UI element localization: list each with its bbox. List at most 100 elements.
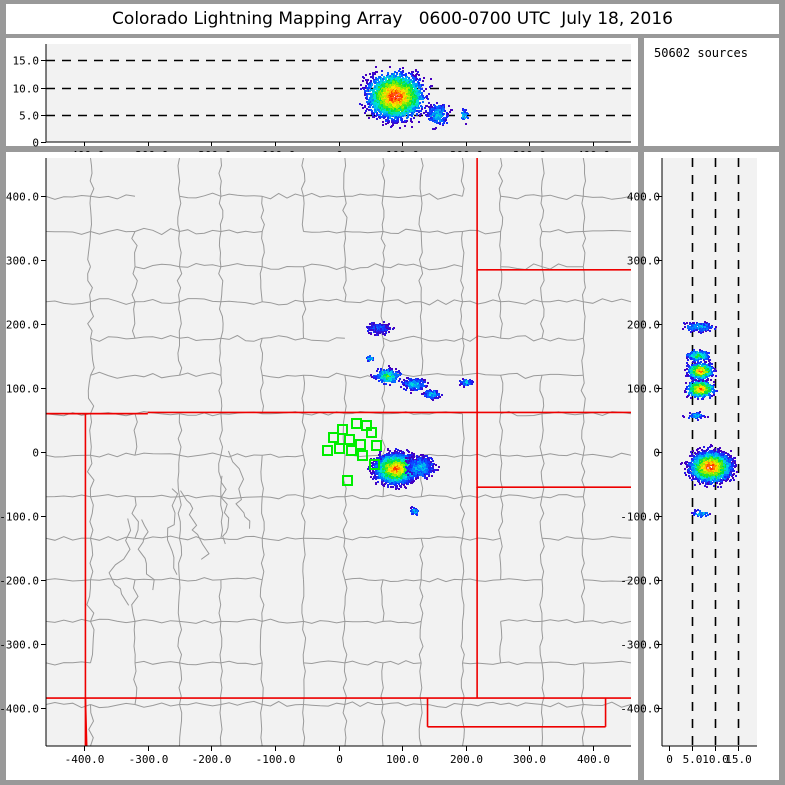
plan-view-map-panel[interactable]: -400.0 -300.0 -200.0 -100.0 0 100.0 200.0 300.0… (0, 152, 638, 780)
lma-station-marker[interactable] (328, 432, 339, 443)
county-border (342, 621, 348, 664)
y-tick-label: -400.0 (620, 702, 660, 715)
county-border (581, 413, 586, 456)
county-border (382, 535, 422, 540)
lma-station-marker[interactable] (346, 445, 357, 456)
county-border (583, 701, 631, 708)
y-tick-label: 100.0 (5, 382, 39, 395)
top-plot-area[interactable] (46, 44, 631, 142)
county-border (218, 579, 222, 622)
lma-station-marker[interactable] (334, 443, 345, 454)
county-border (177, 196, 182, 232)
county-border (46, 454, 91, 458)
source-count-text: 50602 sources (654, 46, 748, 60)
lma-station-marker[interactable] (342, 475, 353, 486)
lma-station-marker[interactable] (369, 459, 380, 470)
county-border (46, 536, 91, 541)
county-border (462, 578, 501, 582)
county-border (88, 704, 95, 746)
lma-station-marker[interactable] (344, 434, 355, 445)
county-border (134, 452, 180, 456)
county-border (380, 231, 386, 267)
lma-station-marker[interactable] (322, 445, 333, 456)
lma-station-marker[interactable] (357, 450, 368, 461)
county-border (90, 621, 95, 664)
county-border (134, 410, 180, 416)
x-tick-label: -100.0 (255, 753, 296, 766)
county-border (179, 412, 222, 417)
county-border (541, 702, 584, 708)
county-border (262, 192, 304, 200)
county-border (259, 375, 265, 414)
county-border (421, 193, 463, 200)
county-border (541, 494, 584, 499)
county-border (262, 265, 304, 270)
county-border (179, 336, 221, 342)
lma-station-marker[interactable] (366, 427, 377, 438)
lma-station-marker[interactable] (371, 440, 382, 451)
top-axes (41, 44, 631, 146)
side-plot-area[interactable] (662, 158, 757, 746)
lma-station-marker[interactable] (355, 439, 366, 450)
county-border (462, 335, 501, 342)
county-border (541, 452, 584, 457)
county-border (90, 494, 136, 498)
x-tick-label: -400.0 (64, 753, 105, 766)
county-border (462, 372, 501, 376)
county-border (583, 660, 631, 664)
state-border-east (476, 269, 631, 488)
county-border (541, 194, 584, 201)
x-tick-label: 0 (666, 753, 673, 766)
county-border (131, 231, 138, 267)
county-border (303, 230, 345, 234)
county-border (381, 196, 385, 232)
county-border (541, 661, 584, 666)
county-border (46, 494, 91, 498)
county-border (220, 229, 263, 234)
county-border (500, 578, 543, 582)
y-tick-label: -400.0 (0, 702, 39, 715)
county-border (541, 373, 584, 377)
y-tick-label: -200.0 (620, 574, 660, 587)
county-border (179, 262, 222, 268)
county-border (220, 577, 263, 581)
altitude-vs-east-west-panel[interactable]: -400.0-300.0-200.0-100.00100.0200.0300.0… (6, 38, 638, 162)
terrain-line (180, 490, 210, 560)
county-border (580, 496, 586, 539)
x-tick-label: 400.0 (576, 753, 611, 766)
county-border (421, 453, 463, 458)
county-border (46, 661, 91, 666)
county-border (500, 372, 543, 379)
county-border (540, 455, 545, 497)
county-border (581, 338, 585, 376)
county-border (539, 413, 544, 456)
y-tick-label: -200.0 (0, 574, 39, 587)
county-border (134, 373, 180, 379)
county-border (499, 231, 502, 267)
county-border (179, 229, 221, 235)
lma-station-marker[interactable] (337, 424, 348, 435)
county-border (583, 535, 631, 540)
county-border (218, 338, 222, 376)
county-border (539, 496, 545, 539)
county-border (344, 299, 384, 304)
county-border (176, 266, 183, 302)
altitude-vs-north-south-panel[interactable]: 0 5.0 10.0 15.0 -400.0 -300.0 -200.0 -100.0 0 100… (620, 152, 779, 780)
county-border (342, 266, 347, 302)
county-border (581, 266, 586, 302)
county-border (134, 298, 180, 304)
county-border (420, 338, 424, 376)
county-border (459, 496, 466, 539)
county-border (177, 579, 181, 622)
county-border (177, 413, 183, 456)
county-border (460, 538, 465, 580)
y-tick-label: -300.0 (620, 638, 660, 651)
county-border (418, 704, 423, 746)
county-border (459, 455, 463, 497)
county-border (90, 194, 136, 200)
county-border (220, 300, 263, 305)
county-border (500, 299, 543, 305)
map-plot-area[interactable] (46, 158, 631, 746)
source-count-panel: 50602 sources (644, 38, 779, 146)
county-border (499, 196, 504, 232)
